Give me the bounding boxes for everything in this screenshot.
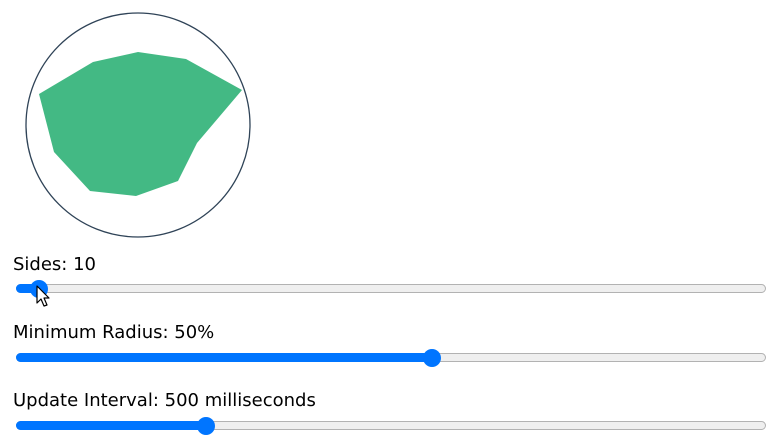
bounding-circle: [25, 12, 251, 238]
arrow-cursor-icon: [36, 285, 50, 307]
min-radius-slider[interactable]: [16, 347, 766, 369]
sides-slider-track: [16, 284, 766, 293]
interval-slider-fill: [16, 421, 206, 430]
random-polygon: [39, 52, 242, 196]
interval-slider[interactable]: [16, 415, 766, 437]
interval-slider-thumb[interactable]: [196, 417, 215, 435]
shape-canvas: [25, 12, 251, 238]
sides-label: Sides: 10: [13, 254, 96, 275]
min-radius-label: Minimum Radius: 50%: [13, 322, 215, 343]
interval-label: Update Interval: 500 milliseconds: [13, 390, 316, 411]
sides-slider-fill: [16, 284, 39, 293]
sides-slider[interactable]: [16, 278, 766, 300]
min-radius-slider-fill: [16, 353, 433, 362]
min-radius-slider-thumb[interactable]: [423, 349, 442, 367]
